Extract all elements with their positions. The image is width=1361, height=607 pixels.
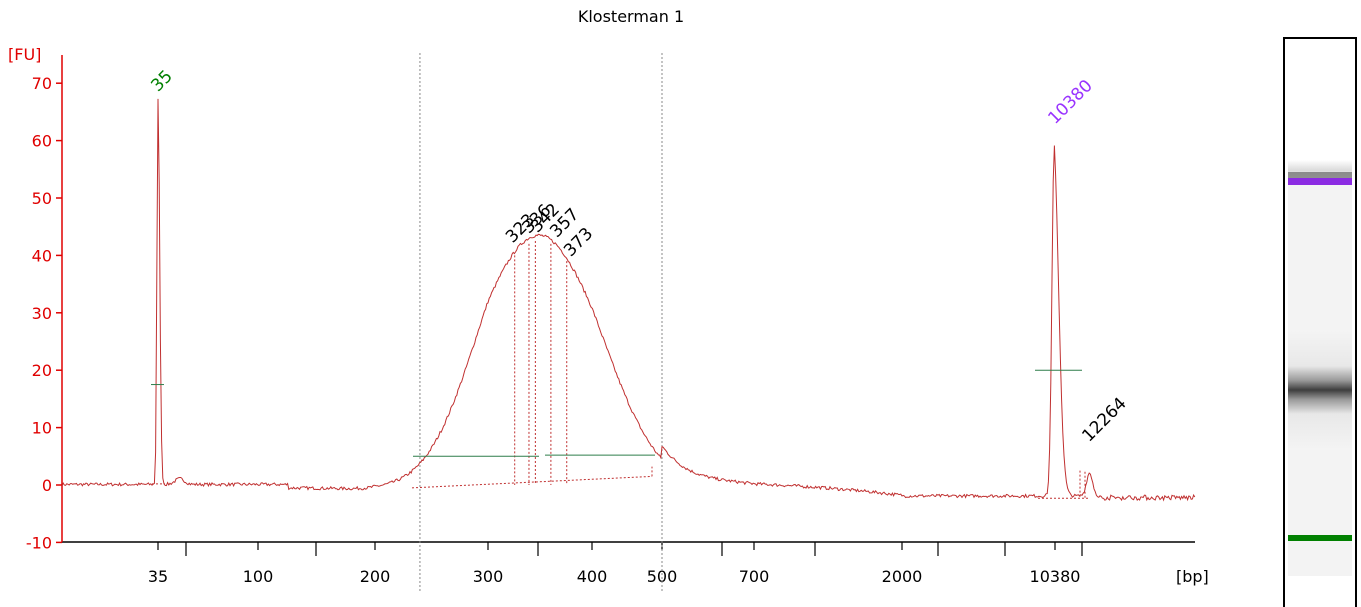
y-tick-label: -10 xyxy=(26,533,52,552)
gel-lane xyxy=(1283,37,1357,607)
gel-upper-marker-band xyxy=(1288,178,1352,185)
x-tick-label: 10380 xyxy=(1030,567,1081,586)
y-tick-label: 50 xyxy=(32,189,52,208)
y-tick-label: 70 xyxy=(32,74,52,93)
x-tick-label: 300 xyxy=(473,567,504,586)
x-tick-label: 200 xyxy=(360,567,391,586)
x-tick-label: 400 xyxy=(577,567,608,586)
chart-title: Klosterman 1 xyxy=(578,7,684,26)
y-axis-label: [FU] xyxy=(8,45,41,64)
x-tick-label: 500 xyxy=(647,567,678,586)
gel-sample-band xyxy=(1288,330,1352,450)
region-baseline xyxy=(411,475,653,489)
peak-label: 35 xyxy=(147,67,176,96)
x-tick-label: 35 xyxy=(148,567,168,586)
peak-label: 12264 xyxy=(1078,394,1130,446)
gel-lower-marker-band xyxy=(1288,535,1352,541)
x-tick-label: 700 xyxy=(739,567,770,586)
y-tick-label: 40 xyxy=(32,246,52,265)
gel-upper-marker-halo xyxy=(1288,172,1352,178)
x-tick-label: 2000 xyxy=(882,567,923,586)
gel-bottom xyxy=(1288,576,1352,606)
x-axis-label: [bp] xyxy=(1176,567,1209,586)
y-tick-label: 60 xyxy=(32,132,52,151)
plot-area: -10 0 10 20 30 40 50 60 70 35 100 200 300 400 500 700 20… xyxy=(26,53,1196,592)
trace-line xyxy=(61,98,1196,502)
y-tick-label: 30 xyxy=(32,304,52,323)
x-tick-label: 100 xyxy=(243,567,274,586)
y-tick-label: 0 xyxy=(42,476,52,495)
y-tick-label: 20 xyxy=(32,361,52,380)
peak-label: 10380 xyxy=(1044,76,1096,128)
y-tick-label: 10 xyxy=(32,419,52,438)
